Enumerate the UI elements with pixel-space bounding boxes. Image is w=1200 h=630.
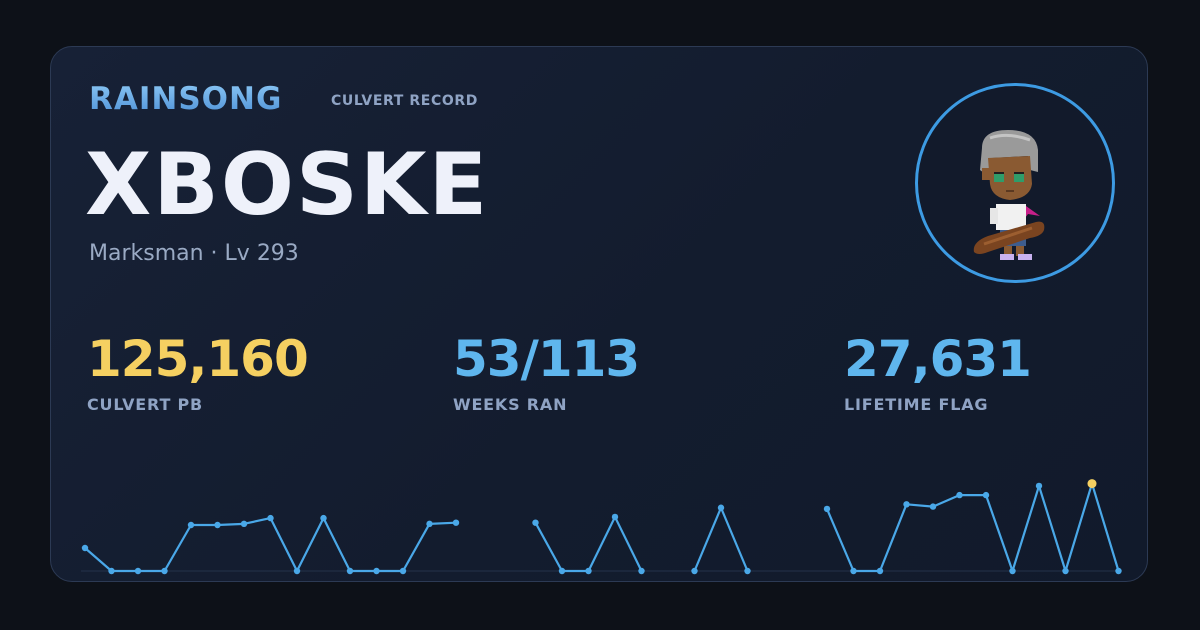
chart-point — [1062, 567, 1069, 575]
chart-point — [611, 513, 619, 521]
stat-label: CULVERT PB — [87, 395, 204, 414]
series-line-segment-1 — [534, 515, 643, 573]
chart-point — [929, 503, 937, 510]
stat-value: 27,631 — [844, 330, 1032, 388]
chart-point — [293, 567, 301, 575]
stat-label: WEEKS RAN — [453, 395, 568, 414]
chart-point — [876, 567, 884, 575]
character-name: XBOSKE — [85, 135, 490, 235]
chart-point — [691, 567, 698, 575]
record-subtitle: CULVERT RECORD — [331, 93, 478, 109]
stat-label: LIFETIME FLAG — [844, 395, 989, 414]
series-line-segment-2 — [693, 506, 749, 572]
chart-point — [982, 491, 990, 499]
chart-point — [558, 567, 566, 575]
chart-point — [1009, 567, 1016, 575]
character-class-level: Marksman · Lv 293 — [89, 241, 299, 266]
chart-point — [744, 567, 751, 575]
stat-value: 125,160 — [87, 330, 309, 388]
series-line-segment-0 — [84, 517, 457, 573]
chart-point — [399, 567, 407, 575]
chart-point — [850, 567, 857, 575]
chart-point — [214, 521, 221, 529]
chart-point — [426, 520, 433, 528]
stat-value: 53/113 — [453, 330, 640, 388]
character-avatar — [915, 83, 1115, 283]
chart-point — [108, 567, 115, 575]
chart-point — [638, 567, 645, 575]
chart-point — [320, 514, 327, 522]
chart-point — [823, 505, 831, 513]
chart-point — [1115, 567, 1122, 575]
chart-point — [532, 519, 539, 526]
chart-point — [717, 504, 725, 511]
chart-point — [81, 544, 89, 552]
chart-point — [161, 567, 168, 575]
chart-point — [187, 521, 195, 529]
stat-culvert-pb: 125,160 CULVERT PB — [87, 329, 309, 414]
character-sprite-icon — [973, 130, 1045, 260]
stat-weeks-ran: 53/113 WEEKS RAN — [453, 329, 640, 414]
chart-point — [452, 519, 460, 526]
chart-point — [240, 520, 248, 528]
series-line-segment-3 — [825, 482, 1120, 573]
chart-point — [346, 567, 354, 575]
chart-point — [373, 567, 380, 575]
chart-point — [267, 514, 274, 522]
chart-point — [903, 501, 910, 508]
stat-lifetime-flag: 27,631 LIFETIME FLAG — [844, 329, 1032, 414]
chart-point — [956, 491, 963, 499]
culvert-history-chart — [81, 479, 1122, 575]
chart-point — [1035, 482, 1043, 490]
culvert-card: RAINSONG CULVERT RECORD XBOSKE Marksman … — [50, 46, 1148, 582]
brand-logo: RAINSONG — [89, 81, 283, 117]
chart-point — [585, 567, 592, 575]
chart-point — [134, 567, 142, 575]
chart-point-best — [1087, 479, 1097, 489]
